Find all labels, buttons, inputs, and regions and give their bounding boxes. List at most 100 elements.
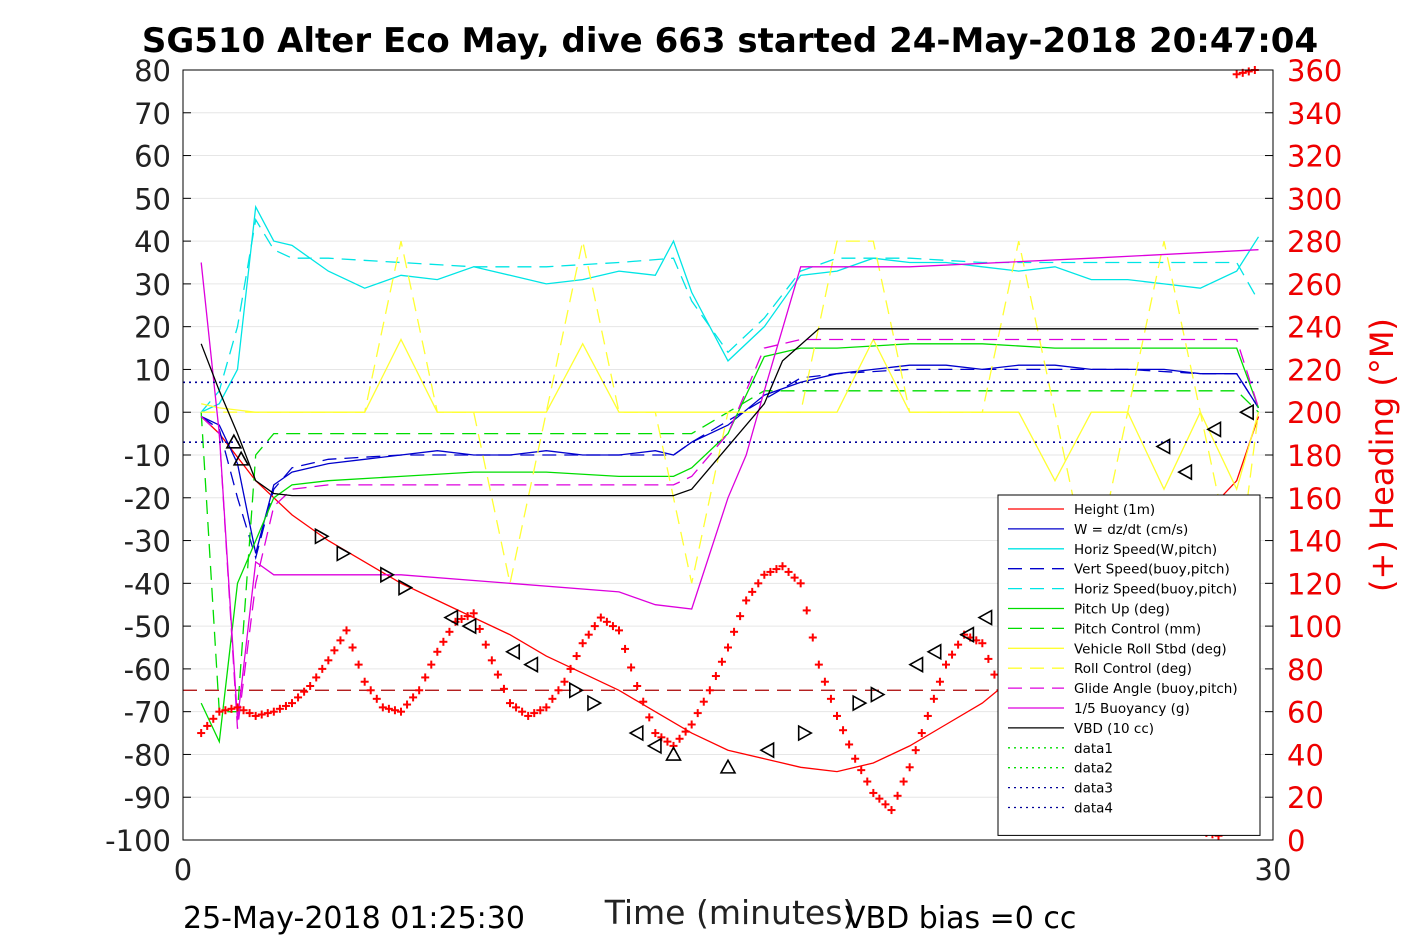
heading-point <box>281 701 290 710</box>
y-tick-label: -80 <box>124 738 171 772</box>
heading-point <box>784 567 793 576</box>
y-tick-label: 50 <box>134 182 171 216</box>
heading-point <box>766 567 775 576</box>
y-tick-label: 30 <box>134 268 171 302</box>
heading-point <box>887 806 896 815</box>
heading-point <box>197 729 206 738</box>
heading-point <box>360 677 369 686</box>
heading-point <box>923 711 932 720</box>
turn-marker <box>443 609 459 626</box>
heading-point <box>1232 70 1241 79</box>
legend-entry: Horiz Speed(W,pitch) <box>1074 542 1217 558</box>
heading-point <box>796 579 805 588</box>
heading-point <box>536 706 545 715</box>
heading-point <box>257 710 266 719</box>
heading-point <box>463 612 472 621</box>
footer-vbd-bias: VBD bias =0 cc <box>845 901 1076 936</box>
heading-point <box>954 640 963 649</box>
footer-date: 25-May-2018 01:25:30 <box>183 901 525 936</box>
heading-point <box>294 693 303 702</box>
heading-point <box>627 663 636 672</box>
turn-marker <box>646 737 662 755</box>
heading-point <box>275 704 284 713</box>
series-line-7 <box>201 338 1260 492</box>
legend-entry: Vehicle Roll Stbd (deg) <box>1074 641 1227 657</box>
y-right-tick-label: 60 <box>1287 696 1324 730</box>
heading-point <box>239 706 248 715</box>
heading-point <box>590 622 599 631</box>
legend: Height (1m) W = dz/dt (cm/s) Horiz Speed(W… <box>997 494 1261 836</box>
turn-marker <box>380 566 396 584</box>
turn-marker <box>1206 420 1222 438</box>
heading-point <box>263 709 272 718</box>
turn-marker <box>461 617 477 635</box>
legend-entry: data2 <box>1074 761 1113 777</box>
heading-point <box>651 729 660 738</box>
y-right-tick-label: 200 <box>1287 396 1342 430</box>
series-line-3 <box>200 368 1260 561</box>
heading-point <box>227 704 236 713</box>
turn-marker <box>225 433 243 449</box>
heading-point <box>499 684 508 693</box>
heading-point <box>942 660 950 669</box>
turn-marker <box>719 758 737 774</box>
heading-point <box>306 682 315 690</box>
heading-point <box>336 636 345 645</box>
heading-point <box>711 672 720 681</box>
turn-marker <box>1155 438 1171 455</box>
heading-point <box>990 670 999 679</box>
legend-entry: Height (1m) <box>1074 502 1155 518</box>
heading-point <box>354 660 363 669</box>
legend-entry: Vert Speed(buoy,pitch) <box>1074 562 1230 578</box>
heading-point <box>724 643 732 652</box>
heading-point <box>717 657 726 666</box>
turn-marker <box>926 643 942 661</box>
y-tick-label: -10 <box>124 439 171 473</box>
legend-entry: 1/5 Buoyancy (g) <box>1074 701 1190 717</box>
heading-point <box>578 639 587 648</box>
turn-marker <box>870 686 886 703</box>
legend-entry: data3 <box>1074 781 1113 797</box>
heading-point <box>693 709 702 718</box>
turn-marker <box>665 745 682 761</box>
y-right-tick-label: 280 <box>1287 225 1342 259</box>
heading-point <box>984 654 993 663</box>
heading-point <box>481 640 490 649</box>
series-line-11 <box>200 328 1259 497</box>
turn-marker <box>504 643 521 661</box>
heading-point <box>342 626 351 635</box>
heading-point <box>390 706 399 715</box>
heading-point <box>427 660 436 669</box>
y-tick-label: 60 <box>134 140 171 174</box>
heading-point <box>572 652 581 661</box>
heading-point <box>929 694 938 703</box>
heading-point <box>857 766 866 775</box>
chart-title: SG510 Alter Eco May, dive 663 started 24… <box>142 21 1318 61</box>
heading-point <box>839 726 848 735</box>
heading-point <box>554 686 563 695</box>
y-right-tick-label: 140 <box>1287 525 1342 559</box>
y-tick-label: 0 <box>153 396 171 430</box>
heading-point <box>748 587 757 596</box>
heading-point <box>608 622 617 631</box>
heading-point <box>675 734 684 743</box>
heading-point <box>324 656 333 665</box>
heading-point <box>409 693 418 702</box>
heading-point <box>790 573 799 582</box>
heading-point <box>493 670 502 679</box>
heading-point <box>596 613 605 622</box>
y-right-tick-label: 240 <box>1287 311 1342 345</box>
heading-point <box>845 740 854 749</box>
heading-point <box>487 656 496 665</box>
left-axis: 80 70 60 50 40 30 20 10 0 -10 -20 -30 -40 -50 -60 -70 -8… <box>105 54 191 858</box>
heading-point <box>899 777 908 786</box>
heading-point <box>233 703 242 712</box>
y-tick-label: -90 <box>124 781 171 815</box>
heading-point <box>475 624 484 633</box>
heading-point <box>397 707 405 716</box>
heading-point <box>348 643 357 652</box>
y-right-tick-label: 80 <box>1287 653 1324 687</box>
series-line-10 <box>200 249 1259 721</box>
series-line-2 <box>200 204 1260 413</box>
